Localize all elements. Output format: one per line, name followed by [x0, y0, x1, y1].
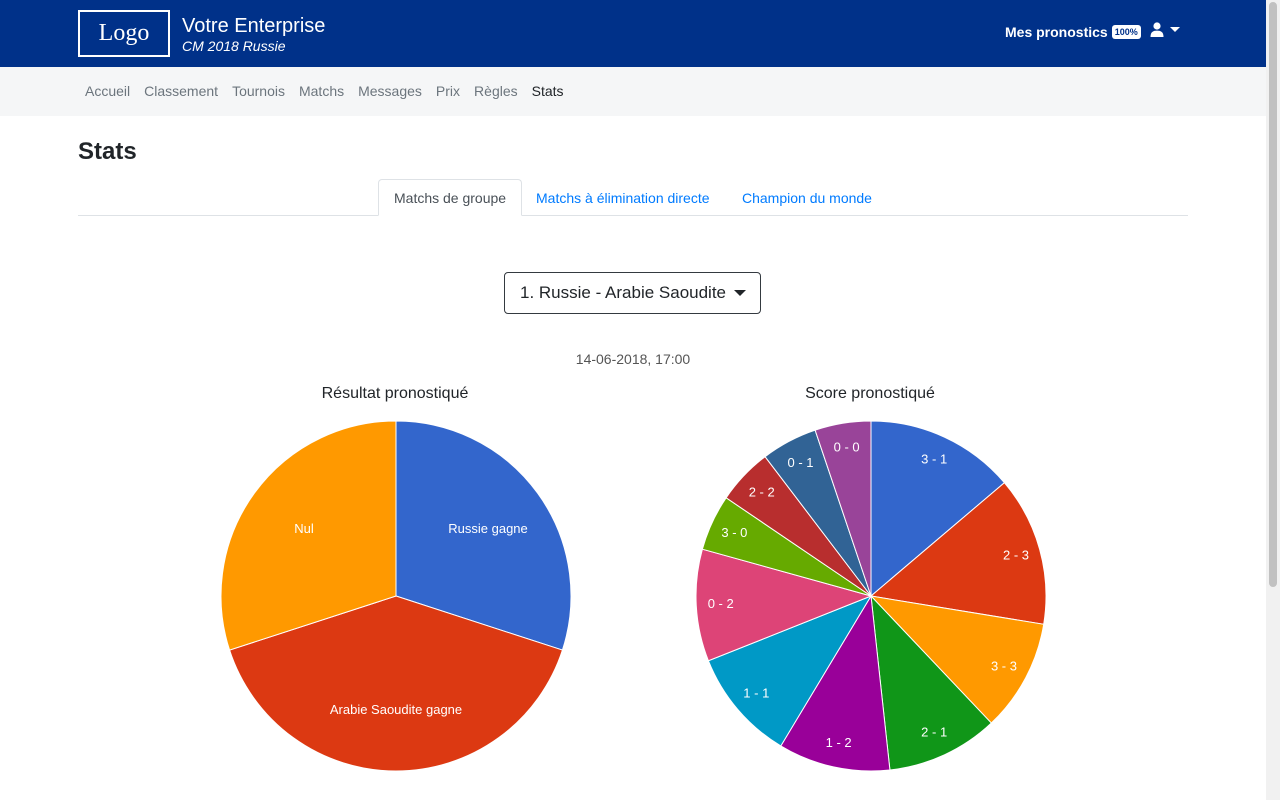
nav-item-prix[interactable]: Prix: [435, 83, 461, 99]
pie-slice[interactable]: [869, 595, 1045, 724]
company-name: Votre Enterprise: [182, 15, 326, 37]
tab-world-champion[interactable]: Champion du monde: [742, 189, 872, 206]
pie-slice-label: 1 - 2: [826, 735, 852, 750]
pie-slice[interactable]: [228, 595, 564, 772]
pie-slice-label: 3 - 3: [991, 658, 1017, 673]
my-predictions-label: Mes pronostics: [1005, 24, 1108, 40]
user-menu-button[interactable]: [1150, 22, 1180, 37]
top-header: Logo Votre Enterprise CM 2018 Russie Mes…: [0, 0, 1266, 67]
nav-item-regles[interactable]: Règles: [474, 83, 518, 99]
match-select-value: 1. Russie - Arabie Saoudite: [520, 283, 727, 302]
pie-slice-label: 2 - 1: [921, 725, 947, 740]
pie-slice-label: 2 - 2: [749, 485, 775, 500]
main-nav: Accueil Classement Tournois Matchs Messages P…: [0, 67, 1266, 116]
tournament-name: CM 2018 Russie: [182, 38, 286, 54]
chevron-down-icon: [1170, 27, 1180, 32]
pie-slice[interactable]: [870, 420, 1006, 598]
match-select-dropdown[interactable]: 1. Russie - Arabie Saoudite: [504, 272, 761, 314]
pie-slice-label: 2 - 3: [1003, 548, 1029, 563]
chart-title-result: Résultat pronostiqué: [321, 385, 469, 402]
pie-slice-label: 1 - 1: [743, 685, 769, 700]
pie-slice-label: 3 - 1: [921, 451, 947, 466]
nav-item-messages[interactable]: Messages: [358, 83, 422, 99]
tab-group-matches[interactable]: Matchs de groupe: [378, 179, 523, 216]
pie-slice-label: 0 - 2: [708, 596, 734, 611]
chart-title-score: Score pronostiqué: [805, 385, 935, 402]
pie-slice-label: 0 - 0: [834, 439, 860, 454]
pie-slice-label: 0 - 1: [787, 455, 813, 470]
scrollbar[interactable]: [1266, 0, 1280, 800]
tabs-divider: [78, 215, 1188, 216]
pie-slice-label: Nul: [294, 521, 314, 536]
pie-chart-score: 3 - 1 2 - 3 3 - 3 2 - 1 1 - 2 1 - 1 0 - 2 3 - 0…: [695, 420, 1047, 772]
pie-slice[interactable]: [780, 594, 891, 772]
my-predictions-link[interactable]: Mes pronostics 100%: [1005, 24, 1141, 40]
pie-slice-label: Russie gagne: [448, 521, 528, 536]
page-title: Stats: [78, 138, 137, 165]
pie-slice[interactable]: [220, 420, 397, 651]
pie-chart-result: Russie gagne Arabie Saoudite gagne Nul: [220, 420, 572, 772]
match-datetime: 14-06-2018, 17:00: [575, 351, 691, 367]
nav-item-matchs[interactable]: Matchs: [298, 83, 345, 99]
pie-slice[interactable]: [395, 420, 572, 651]
scrollbar-thumb[interactable]: [1269, 2, 1277, 587]
nav-item-accueil[interactable]: Accueil: [85, 83, 131, 99]
pie-slice[interactable]: [707, 594, 873, 747]
nav-item-classement[interactable]: Classement: [144, 83, 219, 99]
nav-item-stats[interactable]: Stats: [531, 83, 564, 99]
pie-slice-label: Arabie Saoudite gagne: [330, 702, 462, 717]
pie-slice[interactable]: [870, 594, 993, 771]
logo[interactable]: Logo: [78, 10, 170, 57]
user-icon: [1150, 22, 1164, 37]
pie-slice[interactable]: [869, 482, 1047, 625]
chevron-down-icon: [734, 290, 746, 296]
pie-slice[interactable]: [695, 548, 873, 662]
predictions-progress-badge: 100%: [1111, 25, 1141, 39]
pie-slice-label: 3 - 0: [721, 525, 747, 540]
pie-slice[interactable]: [814, 420, 872, 597]
tab-knockout-matches[interactable]: Matchs à élimination directe: [536, 189, 710, 206]
nav-item-tournois[interactable]: Tournois: [232, 83, 285, 99]
